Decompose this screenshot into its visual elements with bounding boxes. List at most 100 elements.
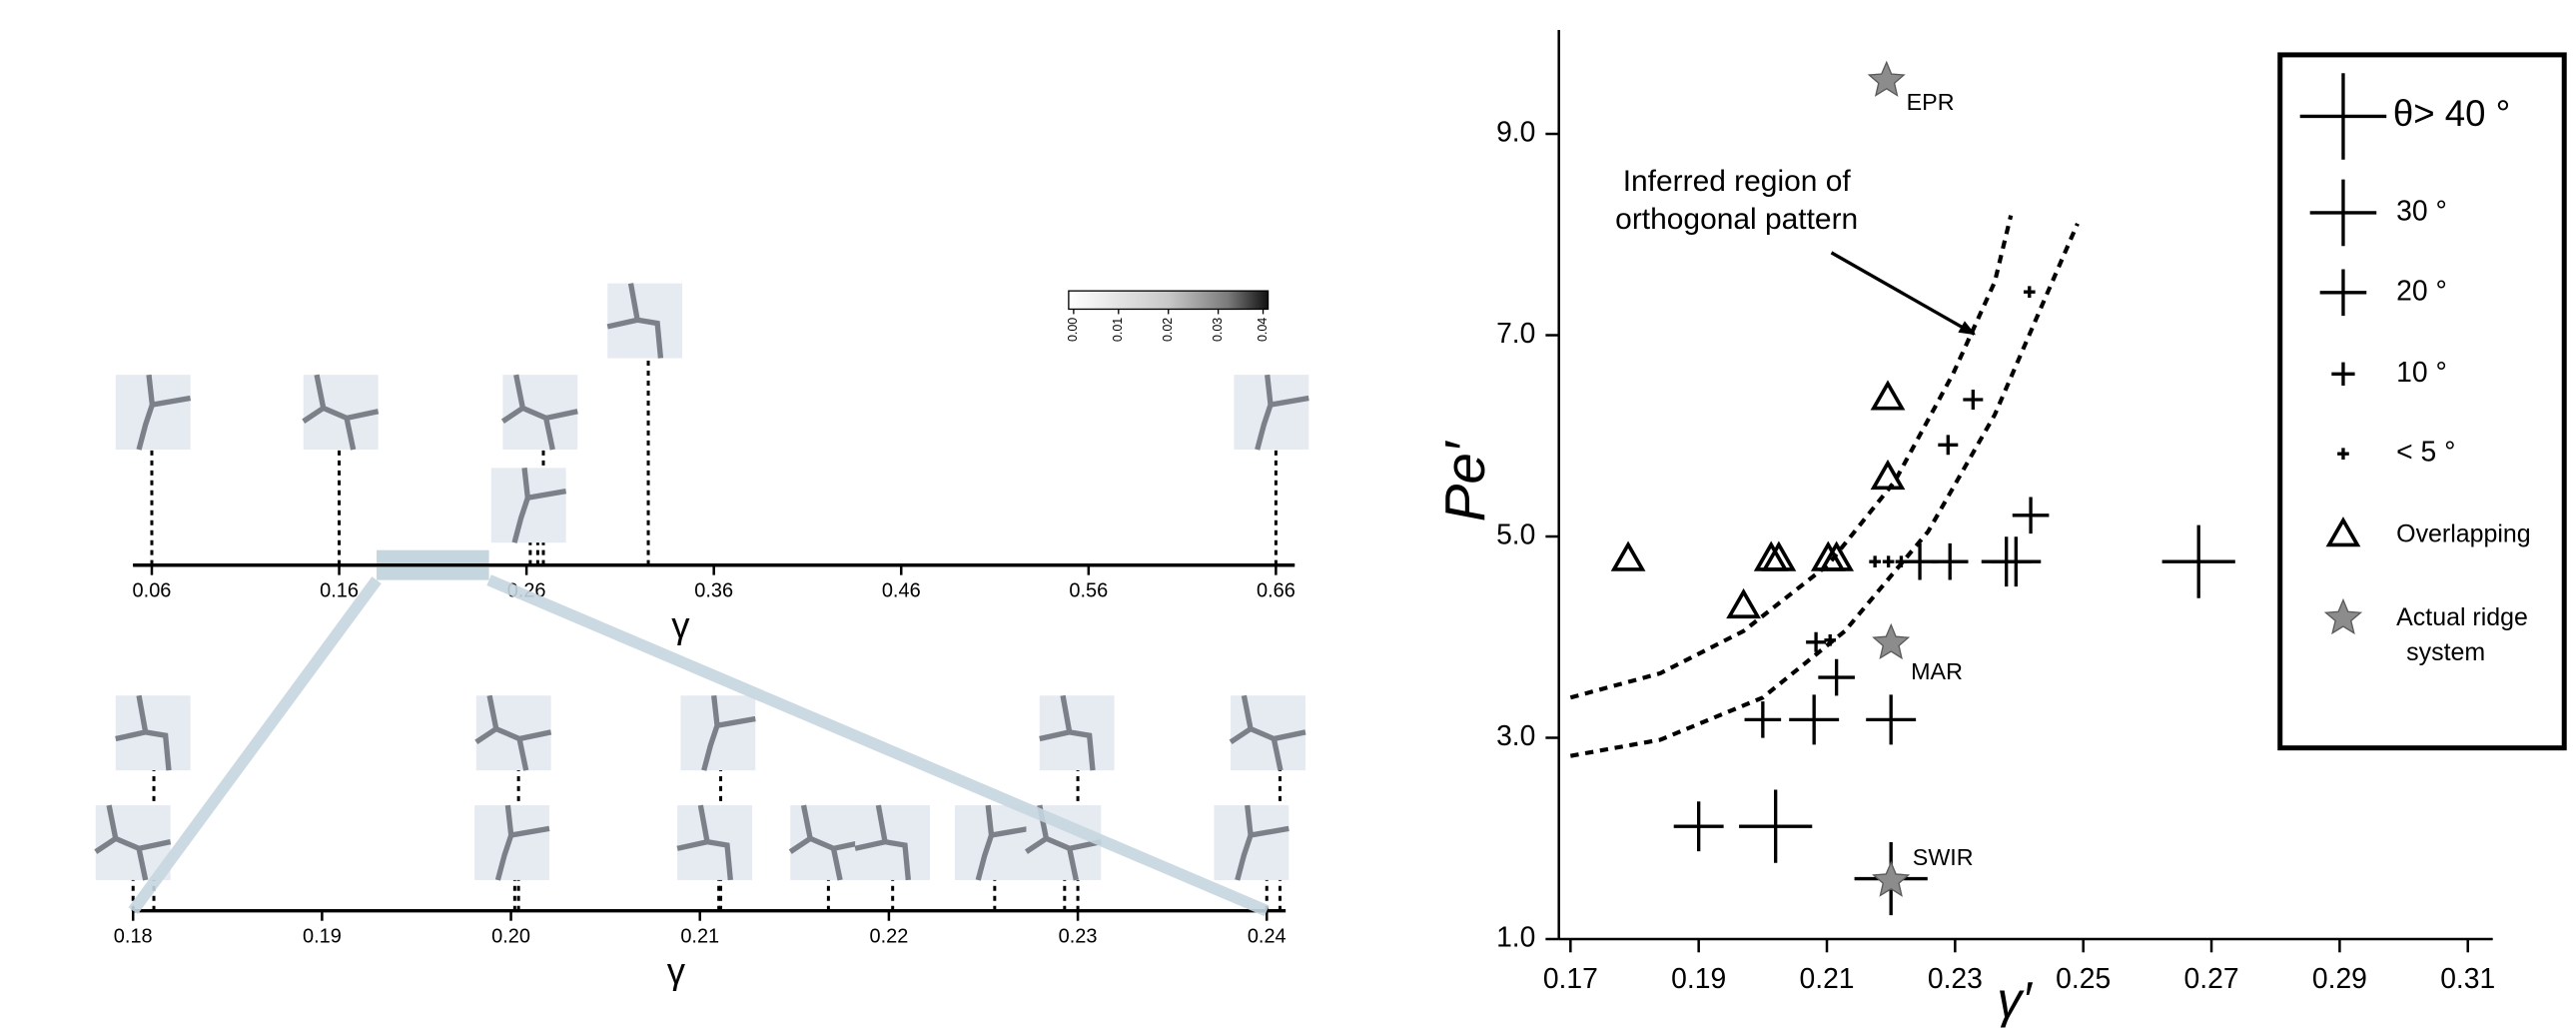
- star-marker: [1869, 62, 1904, 95]
- pattern-thumbnail: [955, 805, 1030, 880]
- legend-label: 30 °: [2396, 194, 2447, 226]
- pattern-thumbnail: [1234, 375, 1308, 450]
- x-tick-label: 0.56: [1069, 580, 1108, 602]
- legend-label-line: system: [2406, 637, 2485, 665]
- legend-marker: [2300, 73, 2387, 160]
- colorbar-tick-label: 0.03: [1211, 318, 1225, 342]
- point-label: MAR: [1911, 658, 1963, 684]
- cross-marker: [1866, 694, 1916, 744]
- cross-marker: [1818, 659, 1855, 696]
- pattern-thumbnail: [116, 695, 191, 770]
- pattern-thumbnail: [680, 695, 755, 770]
- cross-marker: [1674, 801, 1724, 851]
- cross-marker: [1963, 390, 1983, 410]
- point-label: SWIR: [1913, 844, 1974, 870]
- x-tick-label: 0.24: [1248, 926, 1287, 948]
- x-tick-label: 0.21: [1800, 962, 1855, 994]
- thumbnail-background: [474, 805, 549, 880]
- annotation-line: orthogonal pattern: [1615, 203, 1858, 236]
- pattern-thumbnail: [474, 805, 549, 880]
- y-tick-label: 1.0: [1496, 920, 1535, 952]
- pattern-thumbnail: [304, 375, 379, 450]
- pattern-thumbnail: [491, 468, 566, 542]
- x-tick-label: 0.23: [1928, 962, 1983, 994]
- thumbnail-background: [955, 805, 1030, 880]
- y-tick-label: 5.0: [1496, 517, 1535, 549]
- legend-label: < 5 °: [2396, 436, 2455, 468]
- x-tick-label: 0.31: [2440, 962, 2495, 994]
- pattern-thumbnail: [116, 375, 191, 450]
- annotation-arrow: [1832, 253, 1975, 335]
- y-tick-label: 9.0: [1496, 115, 1535, 147]
- thumbnail-background: [491, 468, 566, 542]
- cross-marker: [1745, 701, 1782, 738]
- legend-label: 20 °: [2396, 274, 2447, 306]
- cross-marker: [1932, 543, 1969, 580]
- colorbar: [1069, 291, 1269, 309]
- pattern-thumbnail: [855, 805, 930, 880]
- legend-label: Actual ridge system: [2396, 602, 2528, 665]
- figure: Inferred region of orthogonal pattern 0.…: [0, 0, 2576, 1028]
- cross-marker: [2013, 498, 2050, 534]
- x-tick-label: 0.22: [869, 926, 908, 948]
- legend-marker: [2320, 270, 2367, 317]
- colorbar-tick-label: 0.01: [1111, 318, 1125, 342]
- x-axis-label: γ: [667, 951, 686, 992]
- pattern-thumbnail: [1214, 805, 1288, 880]
- x-tick-label: 0.36: [694, 580, 733, 602]
- legend-label-line: Actual ridge: [2396, 602, 2528, 630]
- legend-marker: [2310, 180, 2377, 247]
- triangle-marker: [1614, 544, 1642, 569]
- cross-marker: [1869, 555, 1881, 567]
- x-axis-label: γ: [671, 605, 690, 646]
- cross-marker: [1806, 632, 1826, 652]
- legend-marker: [2337, 448, 2349, 460]
- legend-label: 10 °: [2396, 356, 2447, 388]
- pattern-thumbnail: [476, 695, 551, 770]
- legend-label: θ> 40 °: [2393, 93, 2510, 134]
- x-axis-label: γ′: [1997, 972, 2033, 1028]
- x-tick-label: 0.17: [1543, 962, 1598, 994]
- y-tick-label: 3.0: [1496, 719, 1535, 751]
- thumbnail-background: [1234, 375, 1308, 450]
- colorbar-tick-label: 0.00: [1066, 318, 1080, 342]
- x-tick-label: 0.06: [133, 580, 172, 602]
- x-tick-label: 0.19: [303, 926, 342, 948]
- x-tick-label: 0.25: [2056, 962, 2111, 994]
- thumbnail-background: [116, 375, 191, 450]
- cross-marker: [1883, 555, 1895, 567]
- legend-marker: [2331, 363, 2354, 386]
- pattern-thumbnail: [607, 284, 682, 359]
- thumbnail-background: [680, 695, 755, 770]
- annotation-line: Inferred region of: [1623, 165, 1852, 198]
- x-tick-label: 0.29: [2312, 962, 2367, 994]
- cross-marker: [2024, 286, 2036, 298]
- thumbnail-background: [1214, 805, 1288, 880]
- colorbar-tick-label: 0.04: [1256, 318, 1270, 342]
- y-tick-label: 7.0: [1496, 317, 1535, 349]
- pattern-thumbnail: [677, 805, 752, 880]
- cross-marker: [1789, 694, 1839, 744]
- legend-marker: [2325, 600, 2360, 633]
- y-axis-label: Pe′: [1433, 440, 1496, 521]
- x-tick-label: 0.23: [1059, 926, 1098, 948]
- cross-marker: [1991, 536, 2041, 586]
- legend-marker: [2329, 520, 2357, 545]
- cross-marker: [1739, 790, 1812, 863]
- x-tick-label: 0.16: [320, 580, 359, 602]
- x-tick-label: 0.20: [491, 926, 530, 948]
- x-tick-label: 0.18: [114, 926, 153, 948]
- cross-marker: [2162, 525, 2235, 598]
- x-tick-label: 0.66: [1257, 580, 1295, 602]
- pattern-thumbnail: [502, 375, 577, 450]
- x-tick-label: 0.46: [882, 580, 921, 602]
- x-tick-label: 0.19: [1671, 962, 1726, 994]
- pattern-thumbnail: [790, 805, 865, 880]
- cross-marker: [1938, 435, 1958, 455]
- star-marker: [1874, 625, 1909, 658]
- triangle-marker: [1874, 384, 1902, 409]
- region-boundary: [1570, 216, 2011, 698]
- legend-label: Overlapping: [2396, 519, 2530, 547]
- x-tick-label: 0.21: [680, 926, 719, 948]
- pattern-thumbnail: [1231, 695, 1305, 770]
